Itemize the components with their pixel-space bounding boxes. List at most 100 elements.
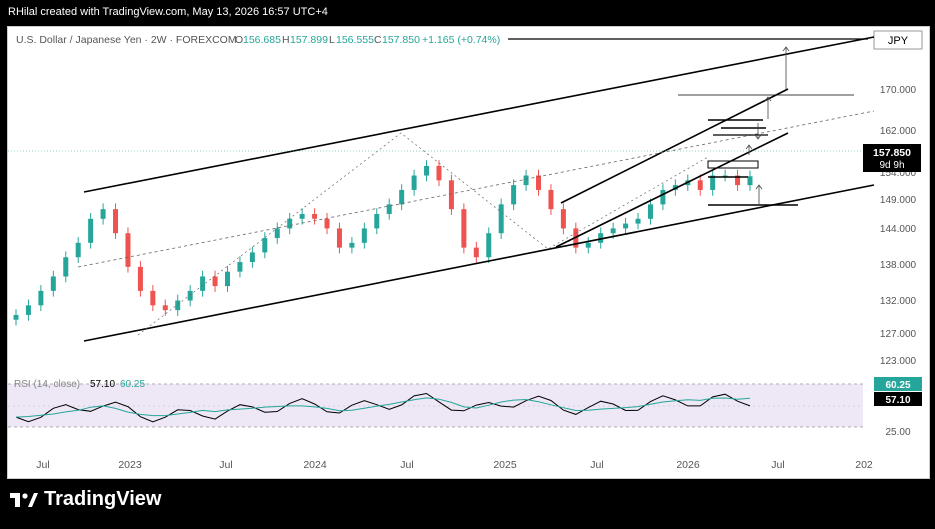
y-tick-label: 162.000 [880,126,917,137]
x-axis-label: Jul [36,459,49,471]
candle-body [486,233,492,258]
brand-name: TradingView [44,488,162,510]
candle-body [399,189,405,205]
ohlc-close: 157.850 [382,34,420,46]
candle-body [424,165,430,176]
candle-body [473,247,479,258]
candle-body [88,218,94,243]
candle-body [511,185,517,205]
candle-body [747,176,753,186]
candle-body [349,242,355,248]
rsi-value-header: 57.10 [90,379,115,390]
candle-body [461,209,467,248]
lower-channel-line [83,184,875,342]
rsi-value-tag [874,392,922,406]
candle-body [411,175,417,190]
candle-body [610,228,616,234]
ohlc-change: +1.165 (+0.74%) [422,34,500,46]
symbol-line: U.S. Dollar / Japanese Yen · 2W · FOREXC… [16,34,237,46]
x-axis-label: 2024 [303,459,327,471]
rsi-ma-tag [874,377,922,391]
candle-body [336,228,342,248]
candle-body [13,314,19,320]
trendline-drawings [8,36,875,342]
x-axis-label: 2026 [676,459,700,471]
tradingview-brand[interactable]: TradingView [10,488,161,511]
ohlc-close-label: C [374,34,382,46]
x-axis-label: 2025 [493,459,517,471]
rsi-ma-line [15,397,751,418]
candle-body [436,165,442,181]
x-axis-label: Jul [219,459,232,471]
candle-body [386,204,392,214]
candle-body [175,300,181,311]
rsi-tick-25: 25.00 [885,427,910,438]
candles [13,160,753,326]
candle-body [75,242,81,258]
candle-body [598,233,604,243]
candle-body [100,209,106,219]
candle-body [312,213,318,219]
candle-body [697,180,703,190]
y-tick-label: 154.000 [880,168,917,179]
currency-label: JPY [888,35,909,47]
rsi-band [8,384,863,427]
price-chart[interactable]: U.S. Dollar / Japanese Yen · 2W · FOREXC… [8,27,929,478]
candle-body [585,242,591,248]
ohlc-low: 156.555 [336,34,374,46]
candle-body [722,175,728,177]
rsi-line [15,392,751,423]
candle-body [324,218,330,229]
candle-body [635,218,641,224]
x-axis-label: Jul [400,459,413,471]
candle-body [448,180,454,210]
rising-channel-upper [560,88,789,204]
x-axis-label: Jul [590,459,603,471]
rsi-pane [8,383,863,428]
arrow-head [782,46,790,52]
candle-body [25,305,31,315]
rsi-value-tag-text: 57.10 [885,395,910,406]
candle-body [647,204,653,219]
rsi-label: RSI (14, close) [14,379,80,390]
candle-body [50,276,56,291]
y-tick-label: 138.000 [880,260,917,271]
ohlc-open-label: O [235,34,243,46]
candle-body [287,218,293,229]
candle-body [150,290,156,306]
candle-body [162,305,168,311]
ohlc-high: 157.899 [290,34,328,46]
candle-body [224,271,230,287]
range-box [707,160,759,169]
y-tick-label: 144.000 [880,224,917,235]
candle-body [374,213,380,229]
chart-panel[interactable]: U.S. Dollar / Japanese Yen · 2W · FOREXC… [7,26,930,479]
x-axis-labels: Jul 2023 Jul 2024 Jul 2025 Jul 2026 Jul 202 [36,459,873,471]
y-tick-label: 123.000 [880,356,917,367]
candle-body [548,189,554,210]
candle-body [274,228,280,239]
candle-body [38,290,44,306]
x-axis-label: 202 [855,459,873,471]
ohlc-high-label: H [282,34,290,46]
candle-body [560,209,566,229]
last-price: 157.850 [873,147,911,159]
zigzag-dotted [137,132,709,336]
candle-body [137,266,143,291]
candle-body [237,262,243,272]
y-tick-label: 132.000 [880,296,917,307]
x-axis-label: 2023 [118,459,142,471]
arrow-head [764,96,772,102]
y-axis-ticks: 170.000 162.000 154.000 149.000 144.000 138.0… [880,85,917,367]
y-tick-label: 170.000 [880,85,917,96]
candle-body [523,175,529,186]
x-axis-label: Jul [771,459,784,471]
candle-body [536,175,542,190]
currency-box[interactable] [873,30,923,50]
y-tick-label: 127.000 [880,329,917,340]
candle-body [299,213,305,219]
candle-body [262,238,268,253]
candle-body [710,175,716,190]
rsi-ma-header: 60.25 [120,379,145,390]
candle-body [249,252,255,263]
